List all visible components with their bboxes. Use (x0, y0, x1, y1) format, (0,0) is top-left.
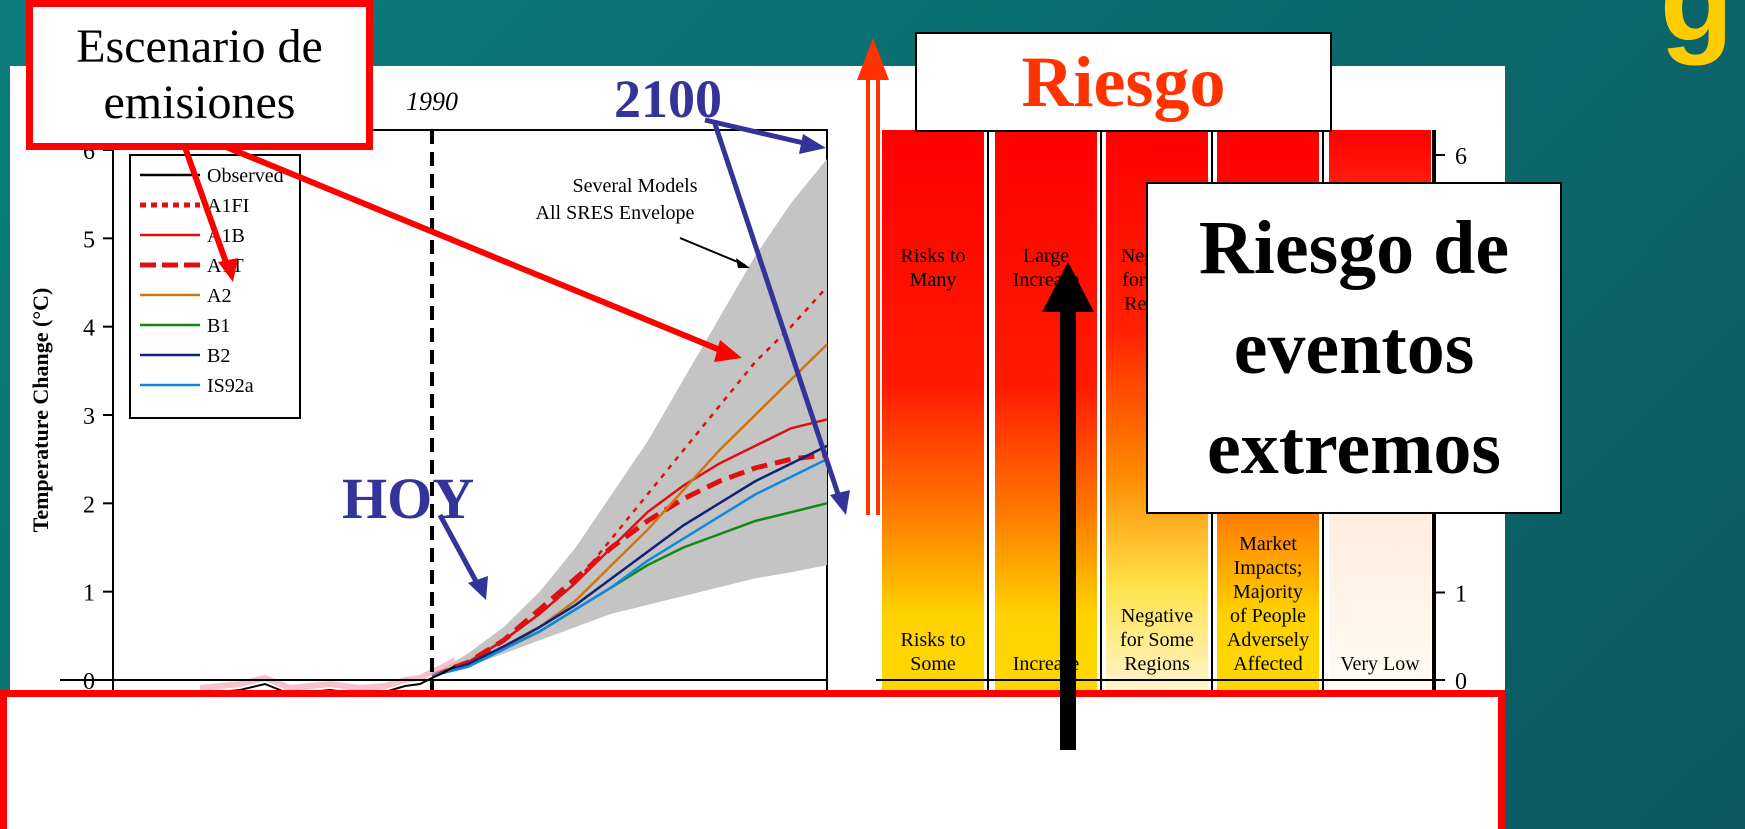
risk-bar-bottom-label: Risks to (900, 629, 965, 651)
risk-bar-top-label: Risks to (900, 245, 965, 267)
legend-label: A1FI (207, 195, 249, 217)
risk-y-tick-label: 0 (1455, 669, 1467, 695)
riesgo-box: Riesgo (915, 32, 1332, 132)
black-arrow-shaft (1060, 300, 1076, 750)
risk-bar-bottom-label: Adversely (1227, 629, 1309, 651)
risk-bar-bottom-label: Regions (1124, 653, 1190, 675)
risk-bar (995, 130, 1097, 700)
scenario-arrow-2-head (714, 340, 742, 362)
risk-bar-bottom-label: Some (910, 653, 956, 675)
hoy-arrow (437, 513, 481, 587)
hoy-arrow-head (468, 576, 488, 600)
legend: ObservedA1FIA1BA1TA2B1B2IS92a (129, 154, 301, 419)
envelope-pointer-head (736, 258, 750, 268)
extreme-events-box: Riesgo de eventos extremos (1146, 182, 1562, 514)
riesgo-label: Riesgo (1021, 42, 1226, 122)
risk-bar-bottom-label: Majority (1233, 581, 1303, 603)
risk-bar-bottom-label: Impacts; (1234, 557, 1303, 579)
year-2100-arrow-1-head (799, 134, 826, 154)
legend-label: IS92a (207, 375, 254, 397)
scenario-arrow-2 (178, 125, 727, 355)
scenario-box-line1: Escenario de (76, 20, 323, 73)
scenario-box-line2: emisiones (103, 76, 296, 129)
legend-box (129, 154, 301, 419)
risk-bar-bottom-label: for Some (1120, 629, 1194, 651)
y-tick-label: 4 (83, 316, 95, 342)
scenario-arrow-1-head (218, 258, 238, 282)
envelope-pointer (679, 237, 746, 266)
y-tick-label: 0 (83, 669, 95, 695)
extreme-events-line2: eventos (1233, 306, 1475, 390)
bottom-caption-box (0, 690, 1505, 829)
series-line-a1t (431, 452, 828, 678)
risk-bar (882, 130, 984, 700)
y-tick-label: 2 (83, 492, 95, 518)
series-layer (431, 286, 828, 678)
annotation-arrows (174, 38, 1094, 750)
year-2100-arrow-2-head (830, 490, 850, 515)
extreme-events-line3: extremos (1206, 406, 1502, 490)
risk-bar-top-label: Many (910, 269, 957, 291)
risk-bar-bottom-label: of People (1230, 605, 1306, 627)
envelope-layer (432, 158, 827, 676)
legend-label: B2 (207, 345, 230, 367)
risk-bar-bottom-label: Market (1239, 533, 1297, 555)
risk-y-tick-label: 1 (1455, 582, 1467, 608)
extreme-events-line1: Riesgo de (1198, 206, 1510, 290)
vline-label: 1990 (406, 87, 458, 116)
envelope-area (432, 158, 827, 676)
riesgo-arrow-head (857, 38, 889, 80)
series-line-is92a (431, 458, 828, 677)
legend-label: B1 (207, 315, 230, 337)
y-tick-label: 3 (83, 404, 95, 430)
risk-bar-top-label: Large (1023, 245, 1069, 267)
risk-y-tick-label: 6 (1455, 144, 1467, 170)
risk-bar-bottom-label: Negative (1121, 605, 1193, 627)
slide-title-fragment: g (1660, 0, 1733, 68)
year-2100-label: 2100 (614, 69, 722, 129)
year-2100-arrow-2 (712, 123, 843, 501)
year-2100-arrow-1 (704, 117, 809, 147)
scenario-box: Escenario de emisiones (26, 0, 373, 150)
series-line-a1fi (431, 286, 828, 677)
black-arrow-head (1042, 262, 1094, 312)
y-tick-label: 1 (83, 581, 95, 607)
envelope-label-line1: Several Models (573, 175, 698, 197)
envelope-label-line2: All SRES Envelope (536, 202, 695, 224)
legend-label: A2 (207, 285, 231, 307)
risk-bar-bottom-label: Affected (1233, 653, 1303, 675)
legend-label: Observed (207, 165, 284, 187)
series-line-b2 (431, 444, 828, 677)
risk-y-ticks: 0 1 6 (1433, 144, 1467, 695)
risk-bar-bottom-label: Very Low (1340, 653, 1420, 675)
y-axis-label: Temperature Change (°C) (28, 288, 53, 533)
hoy-label: HOY (342, 466, 475, 531)
y-tick-label: 5 (83, 227, 95, 253)
